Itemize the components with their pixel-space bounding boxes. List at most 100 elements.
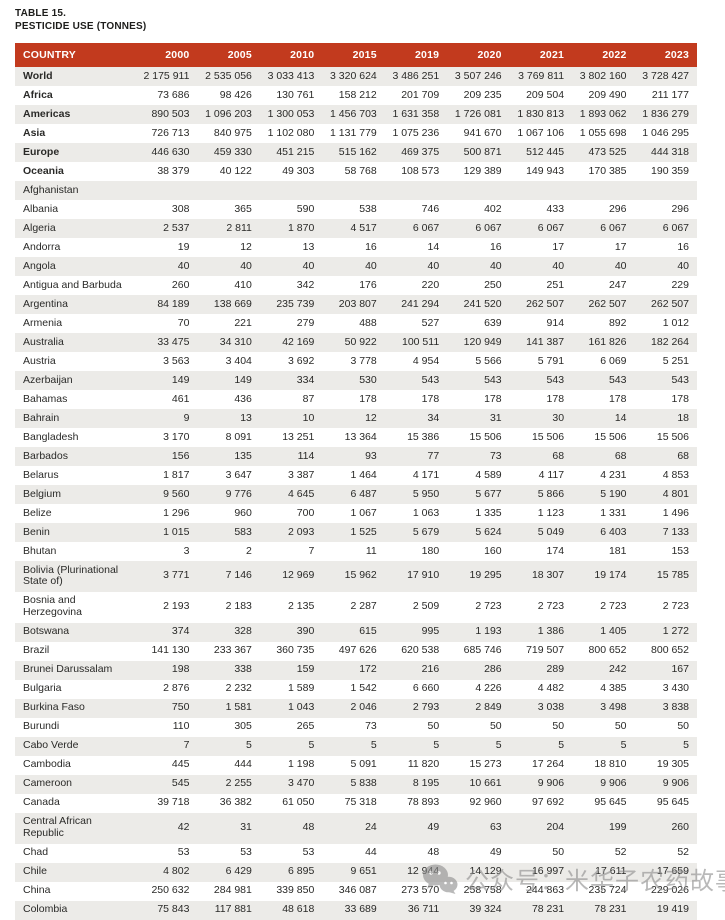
value-cell: 726 713 — [151, 126, 190, 139]
value-cell: 6 067 — [537, 221, 565, 234]
table-row: Botswana 374 328 390 615 995 1 193 1 386 1 405 1 … — [15, 622, 697, 642]
value-cell: 48 618 — [282, 903, 315, 916]
value-cell: 3 430 — [662, 682, 689, 695]
value-cell: 3 038 — [537, 701, 565, 714]
table-row: Barbados 156 135 114 93 77 73 68 68 68 — [15, 447, 697, 466]
value-cell: 3 692 — [288, 354, 315, 367]
value-cell: 203 807 — [338, 297, 377, 310]
value-cell: 960 — [234, 506, 252, 519]
value-cell: 3 387 — [288, 468, 315, 481]
value-cell: 40 — [677, 259, 689, 272]
value-cell: 61 050 — [282, 796, 315, 809]
column-header-year: 2015 — [322, 43, 385, 67]
country-cell: Africa — [23, 88, 53, 101]
value-cell: 30 — [552, 411, 565, 424]
table-row: Asia 726 713 840 975 1 102 080 1 131 779 1 07… — [15, 124, 697, 143]
value-cell: 33 475 — [157, 335, 190, 348]
value-cell: 5 049 — [537, 525, 565, 538]
country-cell: Asia — [23, 126, 46, 139]
value-cell: 40 — [365, 259, 377, 272]
country-cell: Argentina — [23, 297, 68, 310]
column-header-year: 2022 — [572, 43, 635, 67]
value-cell: 1 335 — [475, 506, 502, 519]
value-cell: 12 969 — [282, 569, 315, 582]
value-cell: 178 — [671, 392, 689, 405]
value-cell: 4 482 — [537, 682, 565, 695]
value-cell: 182 264 — [651, 335, 689, 348]
value-cell: 161 826 — [588, 335, 627, 348]
column-header-year: 2021 — [509, 43, 573, 67]
value-cell: 800 652 — [588, 644, 627, 657]
value-cell: 3 771 — [163, 569, 190, 582]
value-cell: 68 — [677, 449, 689, 462]
pesticide-use-table: COUNTRY 2000 2005 2010 2015 2019 2020 2021 2022 2… — [15, 43, 697, 920]
table-row: Bhutan 3 2 7 11 180 160 174 181 153 — [15, 542, 697, 561]
value-cell: 1 272 — [662, 625, 689, 638]
value-cell: 1 193 — [475, 625, 502, 638]
value-cell: 8 091 — [225, 430, 252, 443]
value-cell: 198 — [171, 663, 190, 676]
value-cell: 204 — [546, 821, 565, 834]
value-cell: 459 330 — [213, 145, 252, 158]
value-cell: 365 — [234, 202, 252, 215]
value-cell: 527 — [421, 316, 440, 329]
value-cell: 98 426 — [219, 88, 252, 101]
value-cell: 13 364 — [344, 430, 377, 443]
table-row: Bangladesh 3 170 8 091 13 251 13 364 15 386 15… — [15, 428, 697, 447]
country-cell: Belgium — [23, 487, 61, 500]
table-row: Bahrain 9 13 10 12 34 31 30 14 18 — [15, 409, 697, 428]
value-cell: 719 507 — [526, 644, 565, 657]
value-cell: 15 506 — [531, 430, 565, 443]
value-cell: 50 — [489, 720, 502, 733]
value-cell: 73 — [489, 449, 502, 462]
value-cell: 284 981 — [213, 884, 252, 897]
value-cell: 14 129 — [469, 865, 502, 878]
value-cell: 97 692 — [531, 796, 565, 809]
country-cell: Burkina Faso — [23, 701, 85, 714]
value-cell — [322, 181, 384, 200]
value-cell: 229 026 — [651, 884, 689, 897]
value-cell: 2 046 — [350, 701, 377, 714]
table-row: Cambodia 445 444 1 198 5 091 11 820 15 273 17 2… — [15, 756, 697, 775]
value-cell: 40 — [427, 259, 440, 272]
value-cell: 31 — [489, 411, 502, 424]
value-cell: 84 189 — [157, 297, 190, 310]
table-row: Antigua and Barbuda 260 410 342 176 220 250 251… — [15, 276, 697, 295]
table-number: TABLE 15. — [15, 8, 67, 19]
value-cell: 1 055 698 — [579, 126, 627, 139]
value-cell: 265 — [296, 720, 315, 733]
value-cell: 220 — [421, 278, 440, 291]
value-cell: 36 711 — [407, 903, 440, 916]
value-cell: 530 — [359, 373, 377, 386]
table-row: Africa 73 686 98 426 130 761 158 212 201 709 2… — [15, 86, 697, 105]
country-cell: Bhutan — [23, 544, 57, 557]
value-cell: 95 645 — [594, 796, 627, 809]
value-cell: 305 — [234, 720, 252, 733]
value-cell: 3 — [183, 544, 190, 557]
value-cell: 53 — [240, 846, 252, 859]
value-cell: 840 975 — [213, 126, 252, 139]
value-cell: 2 175 911 — [143, 69, 190, 82]
value-cell: 63 — [489, 821, 502, 834]
value-cell: 53 — [177, 846, 190, 859]
column-header-year: 2000 — [135, 43, 198, 67]
value-cell: 15 785 — [656, 569, 689, 582]
value-cell: 9 776 — [225, 487, 252, 500]
value-cell: 16 — [489, 240, 502, 253]
value-cell — [135, 181, 197, 200]
value-cell: 49 303 — [282, 164, 315, 177]
value-cell: 5 — [620, 739, 627, 752]
value-cell: 2 849 — [475, 701, 502, 714]
value-cell: 40 — [240, 259, 252, 272]
value-cell: 190 359 — [651, 164, 689, 177]
value-cell: 620 538 — [401, 644, 440, 657]
value-cell: 15 506 — [656, 430, 689, 443]
value-cell: 2 535 056 — [205, 69, 252, 82]
value-cell: 892 — [608, 316, 627, 329]
table-row: Chad 53 53 53 44 48 49 50 52 52 — [15, 844, 697, 863]
value-cell: 3 778 — [350, 354, 377, 367]
value-cell: 176 — [359, 278, 377, 291]
value-cell: 40 — [552, 259, 565, 272]
value-cell: 17 — [552, 240, 565, 253]
value-cell: 262 507 — [588, 297, 627, 310]
